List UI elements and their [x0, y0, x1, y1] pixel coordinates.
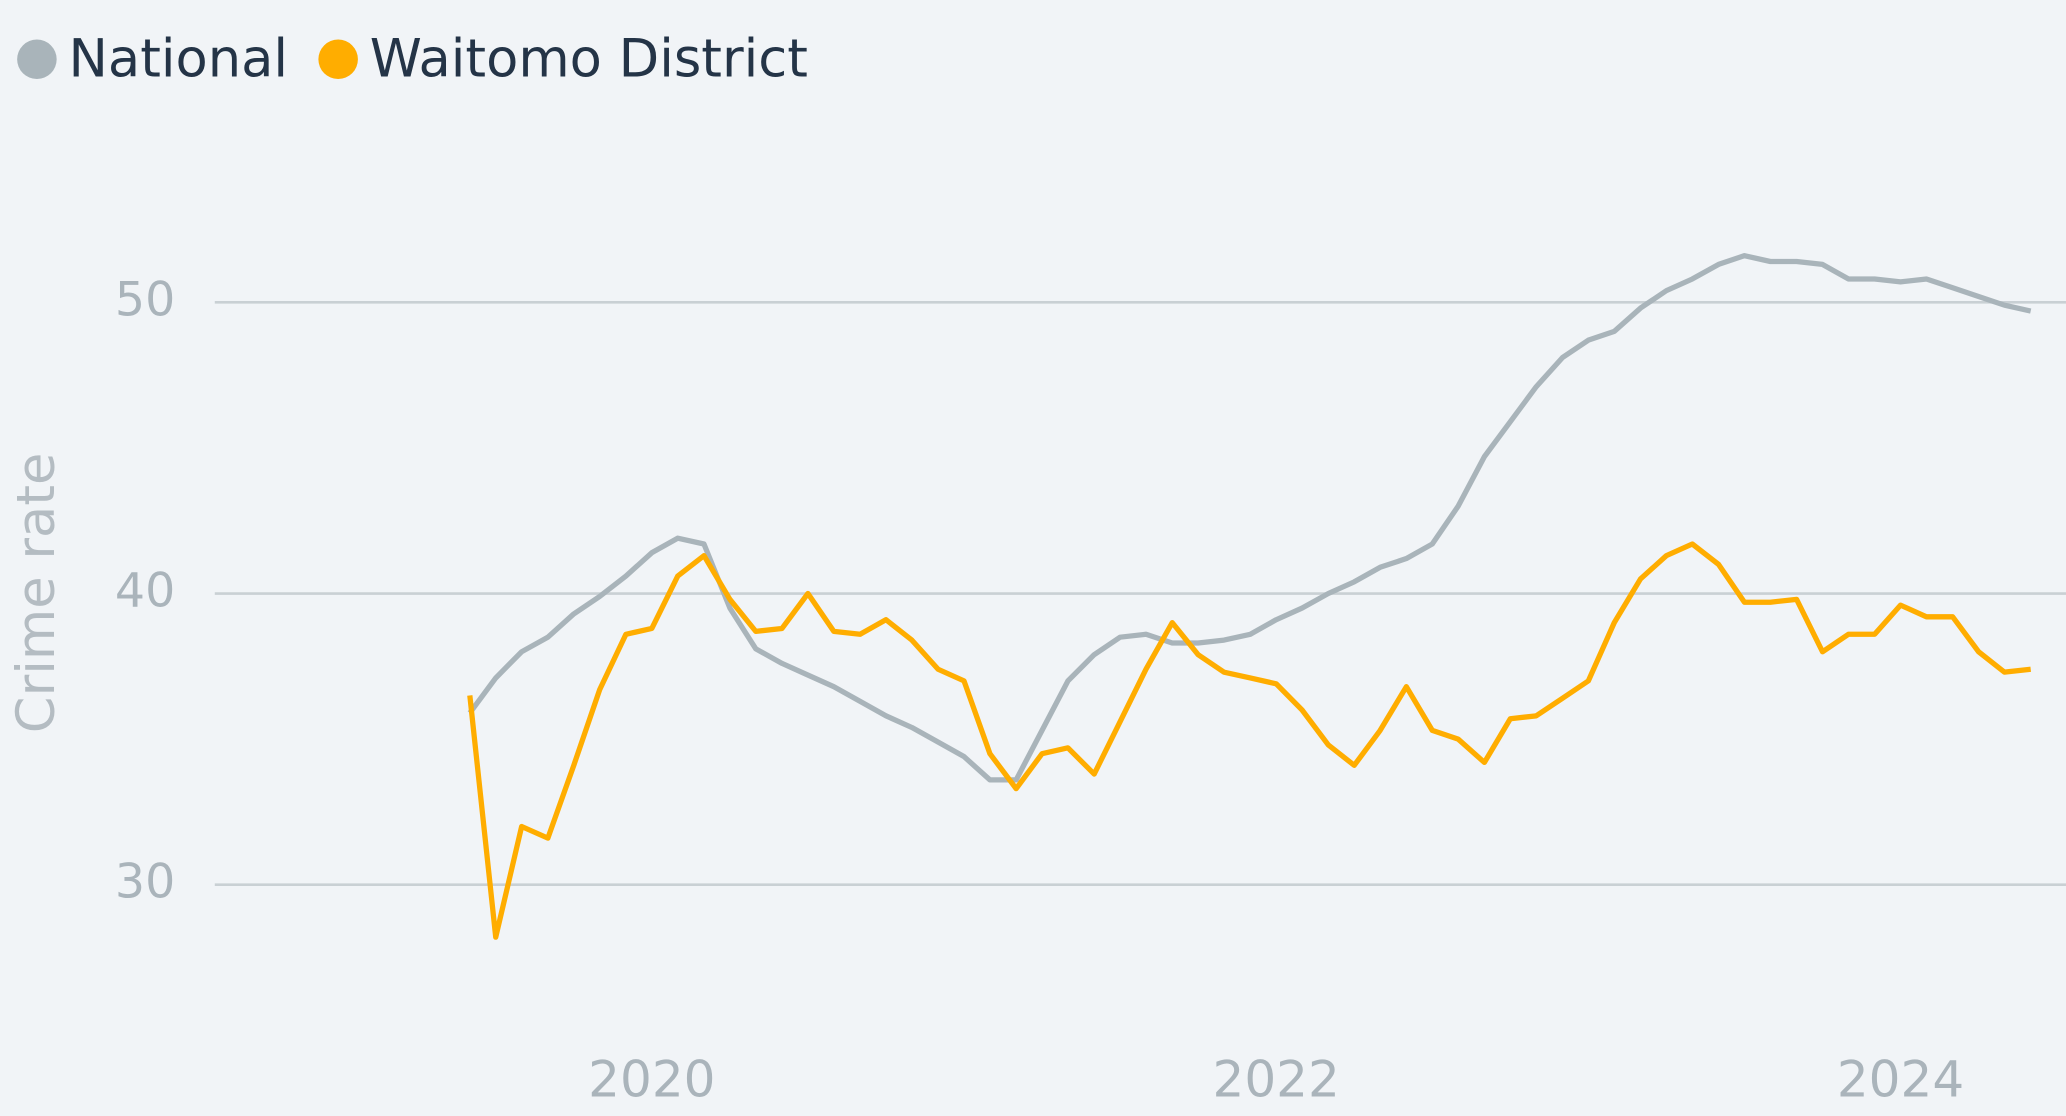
y-tick-label: 40 — [115, 564, 175, 619]
x-tick-label: 2024 — [1837, 1051, 1964, 1109]
legend-label: National — [69, 29, 289, 90]
legend-marker — [318, 39, 358, 80]
series-line — [467, 253, 2032, 783]
x-tick-label: 2020 — [588, 1051, 715, 1109]
series-line — [467, 541, 2032, 940]
y-tick-label: 30 — [115, 855, 175, 910]
y-tick-label: 50 — [115, 272, 175, 327]
y-axis-label: Crime rate — [6, 453, 67, 734]
legend-label: Waitomo District — [370, 29, 808, 90]
x-tick-label: 2022 — [1212, 1051, 1339, 1109]
legend-marker — [17, 39, 57, 80]
